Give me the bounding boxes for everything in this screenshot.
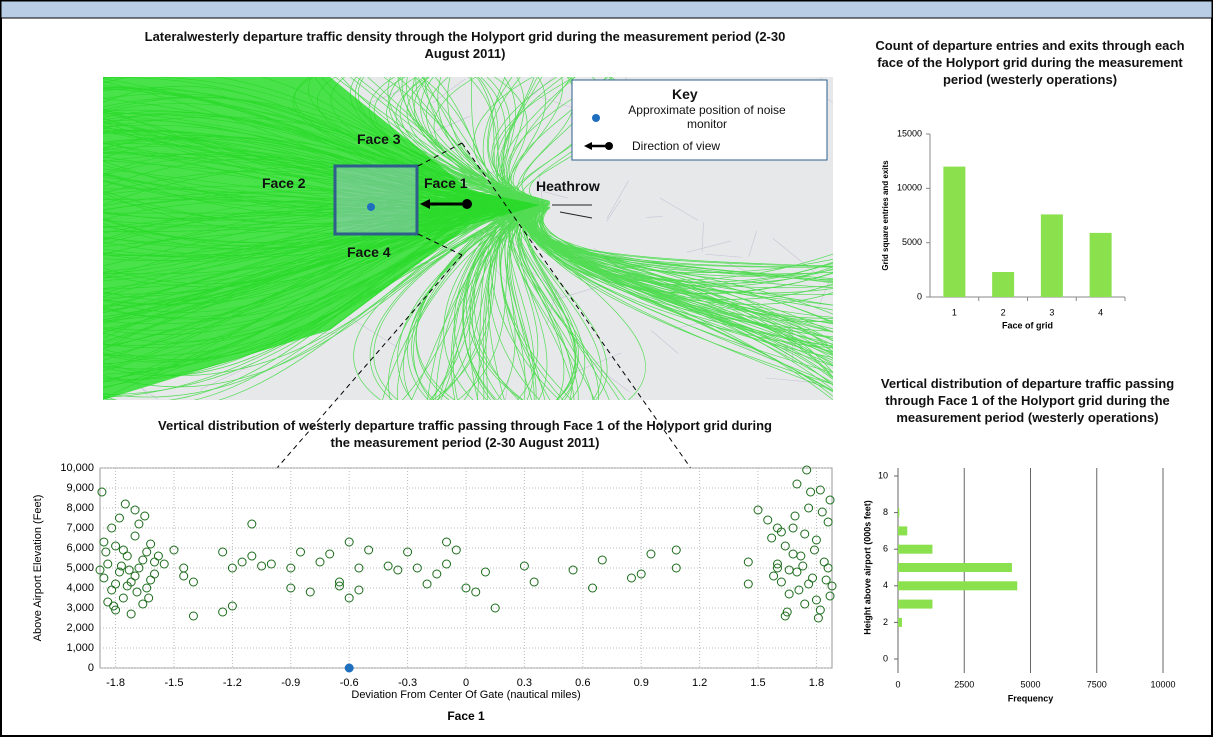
face-label: Face 1	[424, 175, 468, 191]
y-tick-label: 8,000	[66, 502, 94, 514]
y-tick-label: 7,000	[66, 522, 94, 534]
key-item: Approximate position of noise monitor	[622, 103, 792, 131]
y-tick-label: 5,000	[66, 562, 94, 574]
x-tick-label: -1.2	[223, 677, 242, 689]
key-arrow-dot	[605, 142, 613, 150]
x-tick-label: -0.3	[398, 677, 417, 689]
x-tick-label: 1.2	[692, 677, 707, 689]
y-axis-label: Height above airport (000s feet)	[862, 500, 872, 635]
x-axis-label: Deviation From Center Of Gate (nautical …	[351, 689, 580, 701]
y-tick-label: 1,000	[66, 642, 94, 654]
face-label: Face 2	[262, 175, 306, 191]
x-tick-label: 1.5	[750, 677, 765, 689]
bar	[1041, 214, 1063, 297]
y-tick-label: 3,000	[66, 602, 94, 614]
x-tick-label: 2	[1001, 307, 1006, 317]
bar	[1090, 233, 1112, 297]
chart-title: Vertical distribution of westerly depart…	[150, 417, 780, 451]
bar	[898, 526, 907, 535]
bar	[943, 167, 965, 297]
x-tick-label: 0	[463, 677, 469, 689]
x-tick-label: 1.8	[809, 677, 824, 689]
chart-title: Count of departure entries and exits thr…	[870, 37, 1190, 88]
y-axis-label: Above Airport Elevation (Feet)	[32, 495, 44, 642]
x-tick-label: 3	[1049, 307, 1054, 317]
figure: 0500010000150001234Face of gridGrid squa…	[0, 0, 1213, 737]
y-tick-label: 10,000	[60, 462, 94, 474]
y-tick-label: 10	[878, 470, 888, 480]
key-item: Direction of view	[632, 139, 720, 153]
y-tick-label: 0	[917, 291, 922, 301]
y-tick-label: 4,000	[66, 582, 94, 594]
bar	[898, 508, 899, 517]
face-label: Face 3	[357, 131, 401, 147]
y-tick-label: 0	[883, 653, 888, 663]
bar	[898, 563, 1012, 572]
x-tick-label: 0	[895, 679, 900, 689]
x-tick-label: 0.6	[575, 677, 590, 689]
x-axis-label: Frequency	[1008, 693, 1054, 703]
face-label: Face 4	[347, 244, 391, 260]
point	[345, 664, 353, 672]
x-tick-label: 5000	[1020, 679, 1040, 689]
x-tick-label: -1.8	[106, 677, 125, 689]
x-axis-label: Face of grid	[1002, 320, 1053, 330]
x-tick-label: -0.9	[281, 677, 300, 689]
x-tick-label: 10000	[1150, 679, 1175, 689]
chart-title: Vertical distribution of departure traff…	[855, 375, 1200, 426]
key-title: Key	[672, 86, 698, 102]
x-tick-label: 4	[1098, 307, 1103, 317]
y-tick-label: 15000	[897, 128, 922, 138]
y-tick-label: 9,000	[66, 482, 94, 494]
map-title: Lateralwesterly departure traffic densit…	[140, 28, 790, 62]
y-tick-label: 10000	[897, 183, 922, 193]
page: 0500010000150001234Face of gridGrid squa…	[0, 0, 1213, 737]
x-tick-label: 7500	[1087, 679, 1107, 689]
bar	[898, 600, 932, 609]
y-tick-label: 0	[88, 662, 94, 674]
x-tick-label: 0.9	[634, 677, 649, 689]
place-label: Heathrow	[536, 178, 600, 194]
y-tick-label: 8	[883, 507, 888, 517]
x-tick-label: 1	[952, 307, 957, 317]
y-tick-label: 2	[883, 617, 888, 627]
grid-square	[335, 166, 417, 234]
caption: Face 1	[447, 709, 485, 723]
bar	[898, 618, 902, 627]
bar	[992, 272, 1014, 297]
bar	[898, 545, 932, 554]
x-tick-label: -1.5	[164, 677, 183, 689]
header-band	[1, 1, 1212, 18]
y-axis-label: Grid square entries and exits	[881, 160, 890, 271]
x-tick-label: 2500	[954, 679, 974, 689]
x-tick-label: 0.3	[517, 677, 532, 689]
view-arrow-dot	[462, 199, 472, 209]
y-tick-label: 6	[883, 544, 888, 554]
x-tick-label: -0.6	[340, 677, 359, 689]
y-tick-label: 5000	[902, 237, 922, 247]
y-tick-label: 4	[883, 580, 888, 590]
y-tick-label: 6,000	[66, 542, 94, 554]
bar	[898, 581, 1017, 590]
key-monitor-icon	[592, 114, 600, 122]
noise-monitor	[367, 203, 375, 211]
y-tick-label: 2,000	[66, 622, 94, 634]
